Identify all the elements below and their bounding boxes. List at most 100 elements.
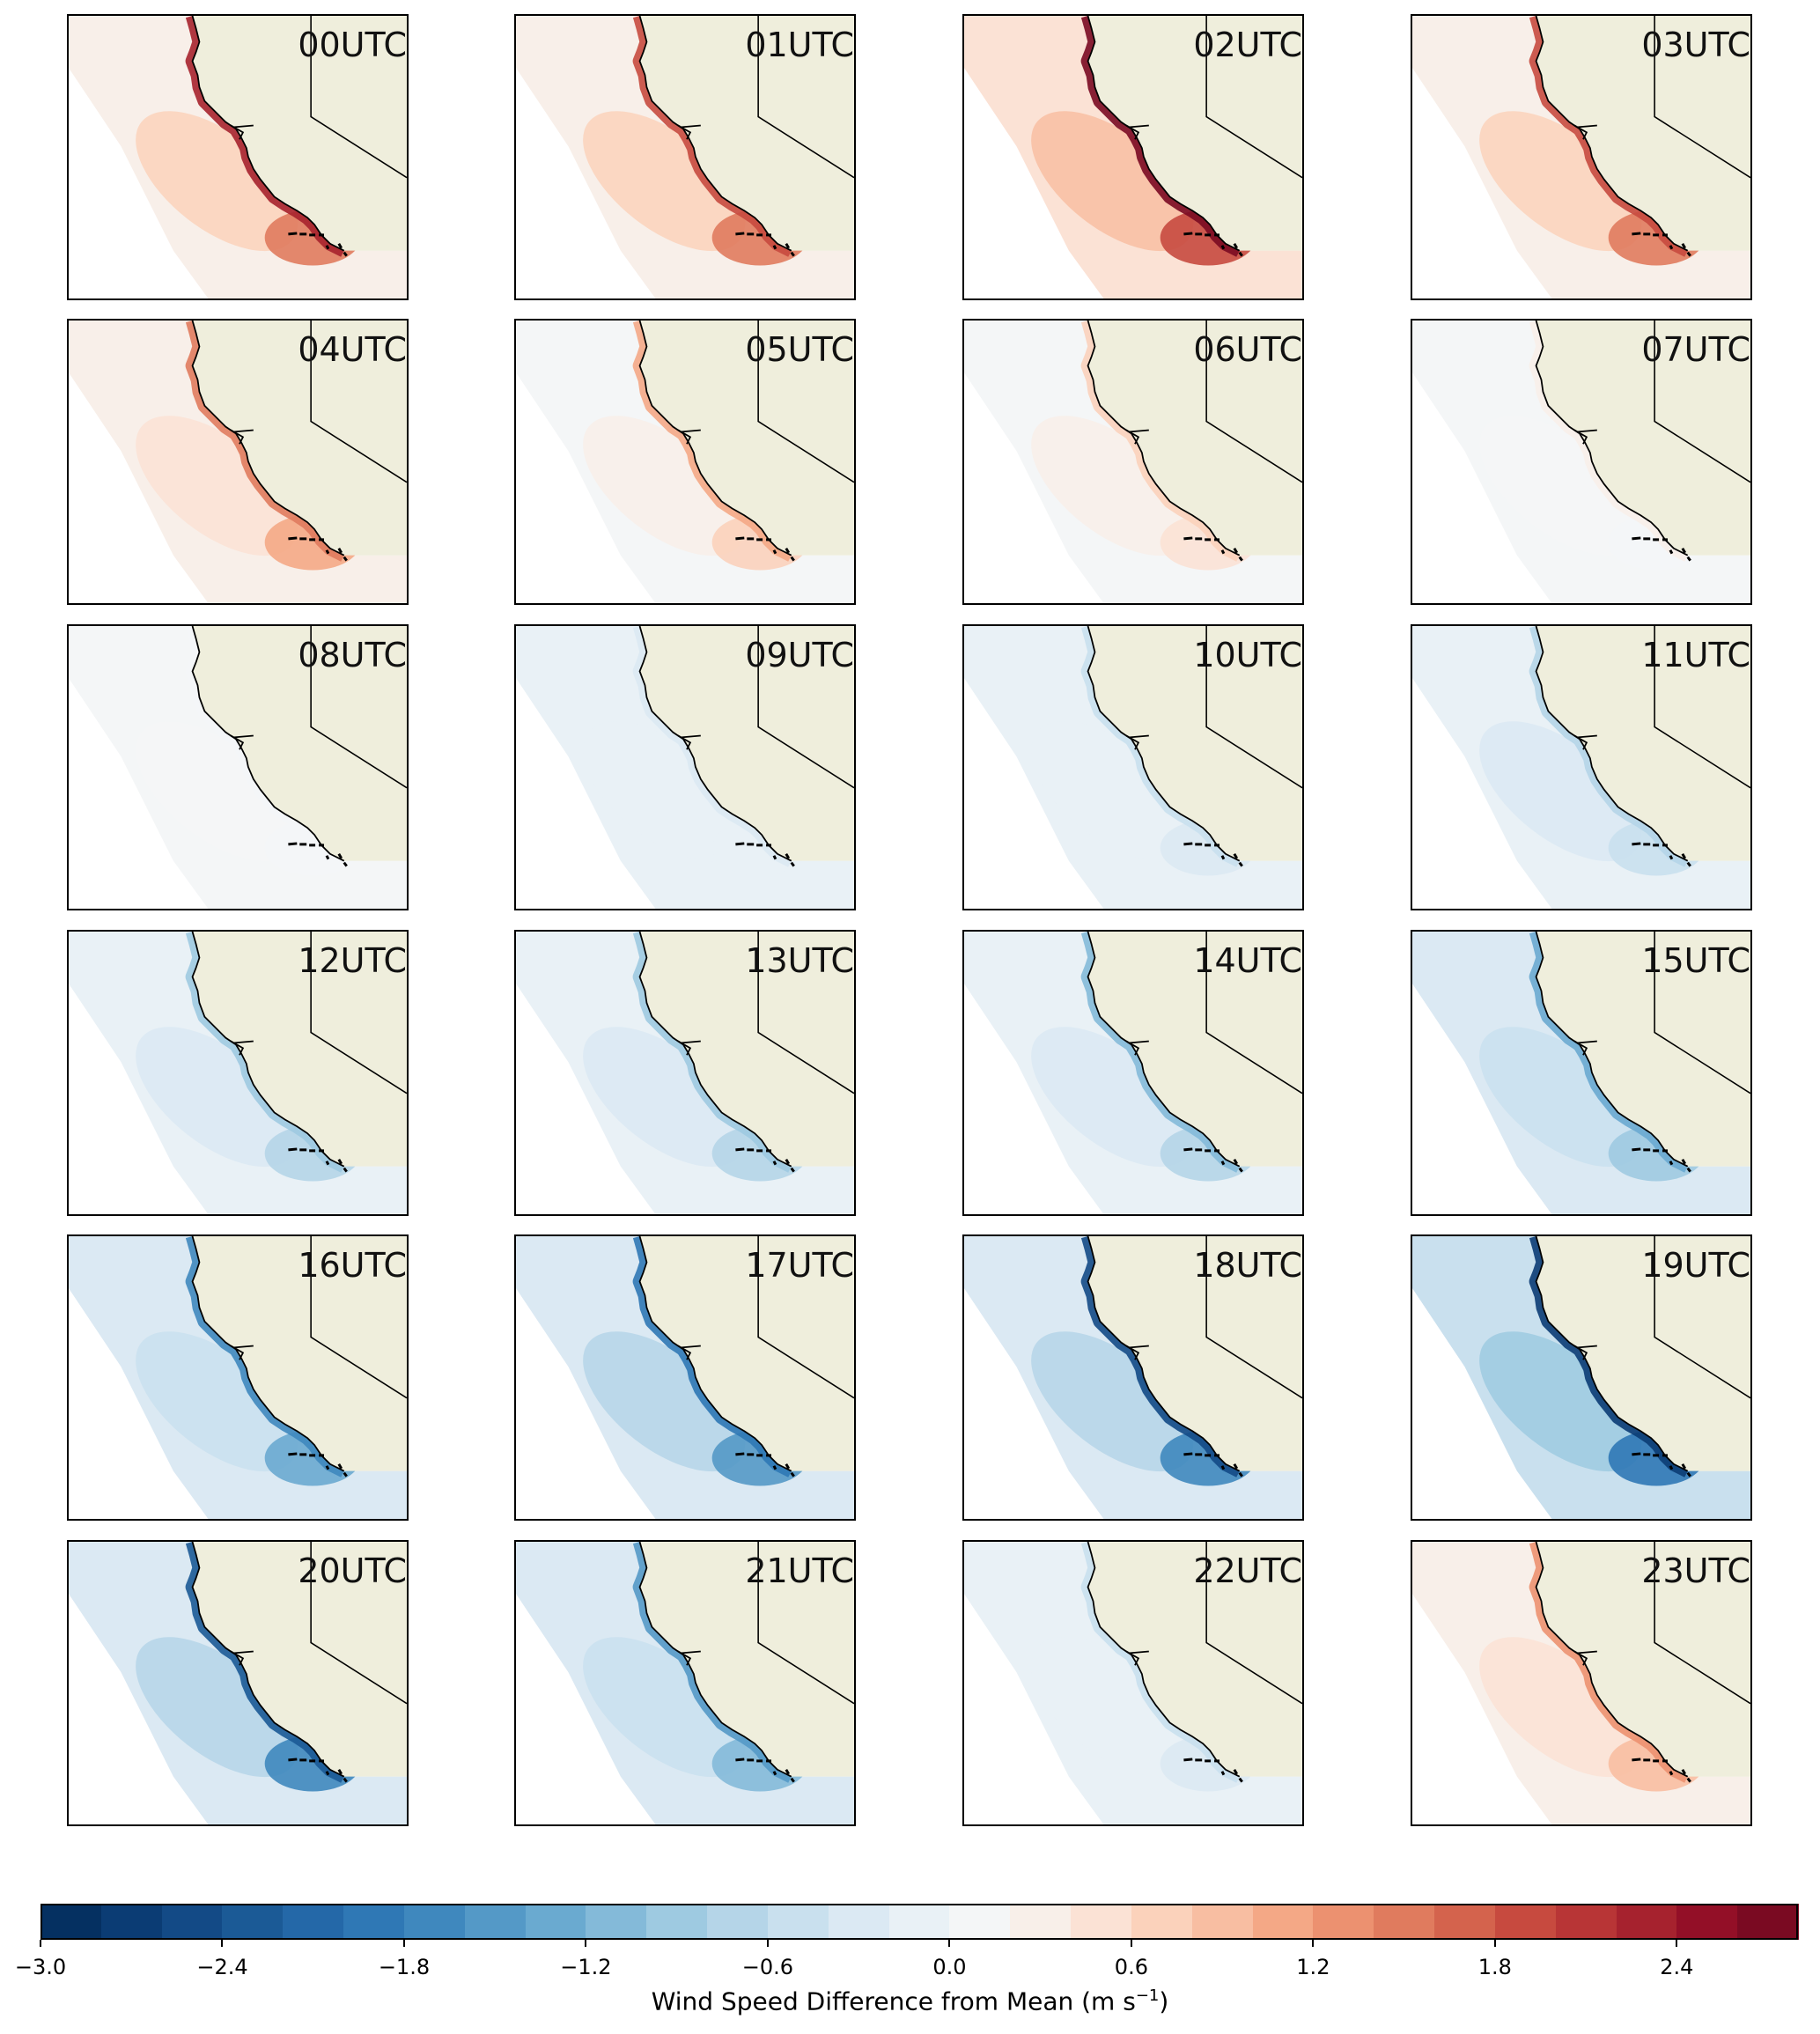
bay-outline xyxy=(230,734,254,750)
state-border xyxy=(1654,321,1750,483)
coastline xyxy=(1087,626,1241,862)
state-border xyxy=(310,321,407,483)
land xyxy=(1536,321,1750,556)
state-border xyxy=(310,932,407,1094)
channel-islands xyxy=(735,232,771,237)
colorbar-swatch xyxy=(646,1904,708,1940)
colorbar-tick xyxy=(948,1940,951,1947)
colorbar-swatch xyxy=(828,1904,890,1940)
land xyxy=(192,1236,407,1471)
map-panel: 19UTC xyxy=(1411,1234,1752,1521)
map xyxy=(1412,932,1750,1214)
colorbar-swatch xyxy=(222,1904,284,1940)
map xyxy=(516,1542,854,1824)
offshore-islands xyxy=(1669,548,1691,562)
panel-label: 21UTC xyxy=(745,1551,854,1590)
bay-outline xyxy=(677,1650,701,1666)
colorbar-tick-label: 1.2 xyxy=(1296,1955,1330,1979)
colorbar-tick-label: −3.0 xyxy=(14,1955,67,1979)
colorbar-swatch xyxy=(888,1904,950,1940)
bay-outline xyxy=(677,734,701,750)
colorbar-tick-label: −2.4 xyxy=(196,1955,248,1979)
ocean-anomaly-zone xyxy=(136,721,298,862)
panel-label: 02UTC xyxy=(1193,26,1302,64)
offshore-islands xyxy=(1220,1769,1243,1783)
outside-domain xyxy=(516,68,656,298)
colorbar-swatch xyxy=(1010,1904,1072,1940)
coastline xyxy=(191,626,345,862)
bay-outline xyxy=(1573,1040,1597,1056)
ocean-anomaly-zone xyxy=(583,111,746,252)
state-border xyxy=(757,321,854,483)
offshore-islands xyxy=(1669,1769,1691,1783)
coastline xyxy=(1087,16,1241,252)
state-border xyxy=(1205,1236,1302,1399)
coastline xyxy=(638,932,792,1168)
channel-islands xyxy=(735,536,771,542)
panel-label: 00UTC xyxy=(298,26,407,64)
colorbar-tick xyxy=(1130,1940,1132,1947)
colorbar-tick-label: 0.0 xyxy=(932,1955,967,1979)
map-panel: 00UTC xyxy=(67,14,409,300)
state-border xyxy=(1654,16,1750,179)
map-panel: 16UTC xyxy=(67,1234,409,1521)
coastline xyxy=(1535,16,1689,252)
panel-label: 08UTC xyxy=(298,636,407,674)
coastline xyxy=(1535,626,1689,862)
coastline xyxy=(638,1236,792,1472)
bay-outline xyxy=(230,1040,254,1056)
map xyxy=(1412,1236,1750,1519)
outside-domain xyxy=(69,68,209,298)
map-panel: 20UTC xyxy=(67,1540,409,1826)
coastline xyxy=(1087,1542,1241,1778)
map-panel: 10UTC xyxy=(962,624,1304,910)
offshore-islands xyxy=(325,1159,348,1173)
map-panel: 02UTC xyxy=(962,14,1304,300)
bay-outline xyxy=(1125,124,1149,140)
offshore-islands xyxy=(325,548,348,562)
colorbar-tick xyxy=(1493,1940,1496,1947)
panel-label: 04UTC xyxy=(298,330,407,369)
panel-label: 05UTC xyxy=(745,330,854,369)
offshore-islands xyxy=(1669,1159,1691,1173)
channel-islands xyxy=(1632,1452,1668,1457)
outside-domain xyxy=(964,1288,1104,1519)
channel-islands xyxy=(735,1758,771,1763)
colorbar-swatch xyxy=(1555,1904,1617,1940)
offshore-islands xyxy=(325,1769,348,1783)
map xyxy=(964,626,1302,909)
outside-domain xyxy=(1412,984,1552,1214)
colorbar-tick xyxy=(766,1940,769,1947)
state-border xyxy=(1654,626,1750,789)
channel-islands xyxy=(1183,1758,1219,1763)
map xyxy=(964,1236,1302,1519)
map-panel: 21UTC xyxy=(514,1540,856,1826)
map-panel: 17UTC xyxy=(514,1234,856,1521)
channel-islands xyxy=(288,1758,324,1763)
land xyxy=(639,1236,854,1471)
colorbar-swatch xyxy=(1434,1904,1496,1940)
map-panel: 15UTC xyxy=(1411,930,1752,1216)
colorbar-frame xyxy=(41,1904,1798,1940)
land xyxy=(639,321,854,556)
ocean-anomaly-zone xyxy=(583,1331,746,1472)
outside-domain xyxy=(964,678,1104,909)
map-panel: 07UTC xyxy=(1411,319,1752,605)
map xyxy=(69,16,407,298)
land xyxy=(1536,1236,1750,1471)
channel-islands xyxy=(1183,232,1219,237)
coastline xyxy=(638,16,792,252)
map xyxy=(69,626,407,909)
channel-islands xyxy=(1183,842,1219,847)
outside-domain xyxy=(964,1594,1104,1824)
state-border xyxy=(310,626,407,789)
bay-outline xyxy=(677,124,701,140)
state-border xyxy=(757,932,854,1094)
ocean-anomaly-zone xyxy=(136,111,298,252)
ocean-anomaly-zone xyxy=(1479,1027,1642,1168)
panel-label: 09UTC xyxy=(745,636,854,674)
outside-domain xyxy=(69,1594,209,1824)
panel-label: 11UTC xyxy=(1641,636,1750,674)
outside-domain xyxy=(516,984,656,1214)
panel-label: 23UTC xyxy=(1641,1551,1750,1590)
